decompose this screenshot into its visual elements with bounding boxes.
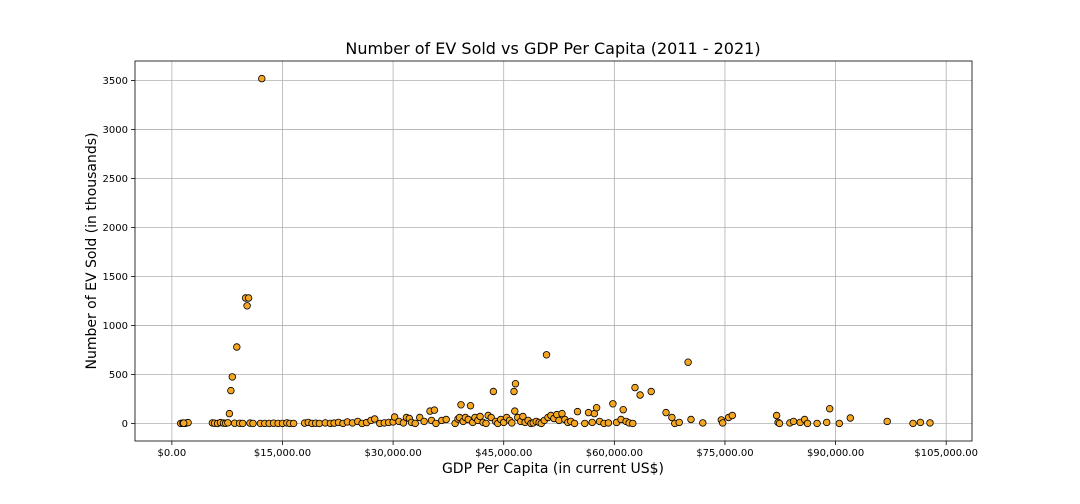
scatter-point bbox=[233, 343, 241, 351]
plot-frame bbox=[134, 60, 973, 442]
scatter-point bbox=[420, 417, 428, 426]
scatter-point bbox=[662, 408, 670, 417]
scatter-point bbox=[482, 419, 490, 428]
scatter-point bbox=[390, 413, 399, 421]
scatter-point bbox=[629, 419, 637, 428]
scatter-point bbox=[789, 417, 798, 426]
y-tick-label: 1500 bbox=[103, 272, 128, 283]
x-tick-label: $0.00 bbox=[158, 448, 187, 459]
scatter-point bbox=[558, 409, 566, 418]
scatter-point bbox=[573, 407, 582, 416]
scatter-point bbox=[289, 419, 298, 428]
scatter-point bbox=[466, 402, 475, 410]
scatter-point bbox=[631, 383, 639, 392]
scatter-point bbox=[699, 419, 707, 427]
scatter-point bbox=[668, 413, 676, 422]
scatter-point bbox=[238, 419, 247, 428]
scatter-point bbox=[511, 380, 520, 388]
scatter-point bbox=[647, 387, 655, 396]
scatter-point bbox=[228, 373, 236, 381]
scatter-point bbox=[823, 418, 831, 427]
ticks-layer: $0.00 $15,000.00 $30,000.00 $45,000.00 $60,0… bbox=[103, 76, 978, 459]
scatter-point bbox=[457, 401, 465, 409]
scatter-point bbox=[224, 419, 232, 427]
scatter-point bbox=[772, 411, 781, 420]
scatter-point bbox=[243, 302, 251, 310]
scatter-point bbox=[592, 404, 601, 412]
scatter-point bbox=[244, 294, 253, 302]
x-tick-label: $60,000.00 bbox=[586, 448, 643, 459]
scatter-point bbox=[432, 419, 440, 428]
points-layer bbox=[176, 74, 934, 428]
scatter-point bbox=[719, 419, 727, 427]
scatter-point bbox=[636, 391, 644, 399]
scatter-point bbox=[826, 405, 834, 413]
scatter-point bbox=[604, 419, 613, 427]
scatter-point bbox=[835, 419, 843, 428]
scatter-point bbox=[258, 74, 266, 83]
scatter-point bbox=[684, 358, 692, 366]
x-tick-label: $15,000.00 bbox=[254, 448, 311, 459]
scatter-point bbox=[227, 386, 235, 395]
scatter-point bbox=[442, 415, 450, 424]
x-axis-title: GDP Per Capita (in current US$) bbox=[442, 461, 664, 477]
scatter-point bbox=[581, 419, 589, 428]
scatter-point bbox=[588, 418, 596, 427]
x-tick-label: $90,000.00 bbox=[807, 448, 864, 459]
y-tick-label: 500 bbox=[109, 370, 128, 381]
grid-layer bbox=[135, 61, 972, 441]
y-tick-label: 0 bbox=[122, 419, 128, 430]
scatter-point bbox=[411, 419, 419, 428]
scatter-point bbox=[728, 411, 736, 420]
scatter-point bbox=[803, 419, 812, 428]
scatter-point bbox=[909, 419, 917, 428]
scatter-point bbox=[916, 418, 925, 427]
scatter-point bbox=[775, 419, 784, 428]
y-axis-title: Number of EV Sold (in thousands) bbox=[84, 132, 100, 369]
scatter-point bbox=[225, 409, 234, 418]
y-tick-label: 2500 bbox=[103, 174, 128, 185]
y-tick-label: 1000 bbox=[103, 321, 128, 332]
scatter-point bbox=[371, 415, 379, 423]
scatter-point bbox=[430, 406, 439, 414]
scatter-point bbox=[619, 406, 627, 414]
scatter-point bbox=[511, 407, 519, 415]
x-tick-label: $75,000.00 bbox=[696, 448, 753, 459]
scatter-point bbox=[179, 419, 188, 427]
scatter-point bbox=[687, 415, 695, 424]
y-tick-label: 3000 bbox=[103, 125, 128, 136]
chart-title: Number of EV Sold vs GDP Per Capita (201… bbox=[345, 39, 760, 58]
x-tick-label: $45,000.00 bbox=[475, 448, 532, 459]
scatter-point bbox=[476, 412, 484, 421]
x-tick-label: $105,000.00 bbox=[914, 448, 978, 459]
scatter-point bbox=[813, 419, 821, 428]
x-tick-label: $30,000.00 bbox=[364, 448, 421, 459]
scatter-point bbox=[489, 387, 498, 396]
scatter-point bbox=[570, 419, 579, 428]
scatter-point bbox=[926, 419, 934, 427]
scatter-point bbox=[249, 419, 257, 428]
scatter-point bbox=[542, 351, 551, 359]
scatter-point bbox=[846, 414, 854, 422]
scatter-point bbox=[508, 419, 516, 427]
y-tick-label: 3500 bbox=[103, 76, 128, 87]
scatter-point bbox=[675, 418, 683, 427]
scatter-point bbox=[609, 400, 617, 408]
scatter-point bbox=[555, 416, 563, 425]
scatter-point bbox=[883, 417, 891, 426]
scatter-point bbox=[510, 387, 518, 396]
y-tick-label: 2000 bbox=[103, 223, 128, 234]
scatter-point bbox=[584, 408, 593, 417]
